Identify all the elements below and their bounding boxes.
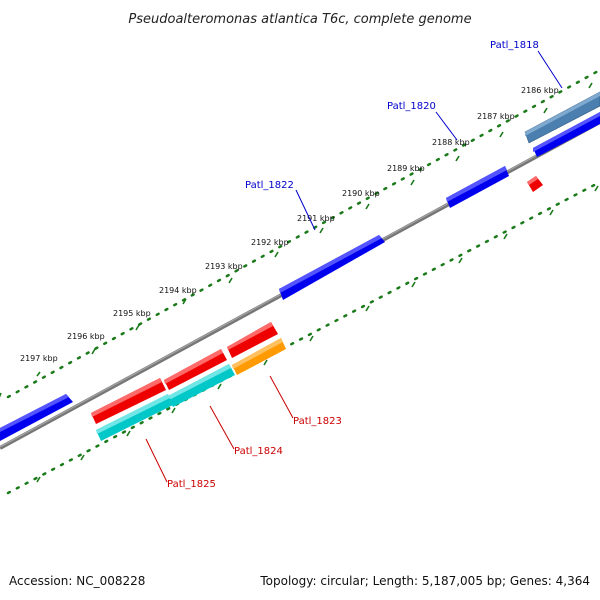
cds-patl-1823[interactable] [232,338,286,375]
gene-reverse-1823[interactable] [227,322,278,358]
outer-ruler-dots [6,68,600,399]
gene-label-patl-1822[interactable]: Patl_1822 [245,180,294,191]
gene-label-patl-1820[interactable]: Patl_1820 [387,101,436,112]
tick-label: 2192 kbp [251,238,289,247]
cds-patl-1824[interactable] [168,364,235,407]
cds-patl-1825[interactable] [96,394,173,441]
tick-label: 2188 kbp [432,138,470,147]
gene-forward-near-1818[interactable] [533,112,600,157]
inner-ruler-dots [6,180,600,495]
gene-forward-left[interactable] [0,394,73,441]
gene-label-patl-1818[interactable]: Patl_1818 [490,40,539,51]
tick-label: 2186 kbp [521,86,559,95]
tick-label: 2197 kbp [20,354,58,363]
tick-label: 2189 kbp [387,164,425,173]
inner-ruler-ticks [36,185,599,483]
tick-label: 2193 kbp [205,262,243,271]
tick-label: 2195 kbp [113,309,151,318]
gene-label-patl-1823[interactable]: Patl_1823 [293,416,342,427]
outer-ruler-ticks [0,82,593,398]
tick-label: 2190 kbp [342,189,380,198]
map-title: Pseudoalteromonas atlantica T6c, complet… [128,12,471,27]
gene-label-leaders [145,50,563,483]
tick-label: 2187 kbp [477,112,515,121]
tick-label: 2191 kbp [297,214,335,223]
gene-patl-1820[interactable] [446,166,509,208]
ruler-tick-labels: 2186 kbp 2187 kbp 2188 kbp 2189 kbp 2190… [20,86,559,363]
tick-label: 2196 kbp [67,332,105,341]
topology-text: Topology: circular; Length: 5,187,005 bp… [260,574,590,588]
gene-patl-1818[interactable] [524,91,600,144]
gene-reverse-1825[interactable] [91,378,166,424]
gene-patl-1822[interactable] [279,235,385,300]
accession-text: Accession: NC_008228 [9,574,146,588]
gene-reverse-1824[interactable] [164,349,227,390]
tick-label: 2194 kbp [159,286,197,295]
gene-label-patl-1825[interactable]: Patl_1825 [167,479,216,490]
gene-label-patl-1824[interactable]: Patl_1824 [234,446,283,457]
gene-reverse-small[interactable] [527,176,543,192]
